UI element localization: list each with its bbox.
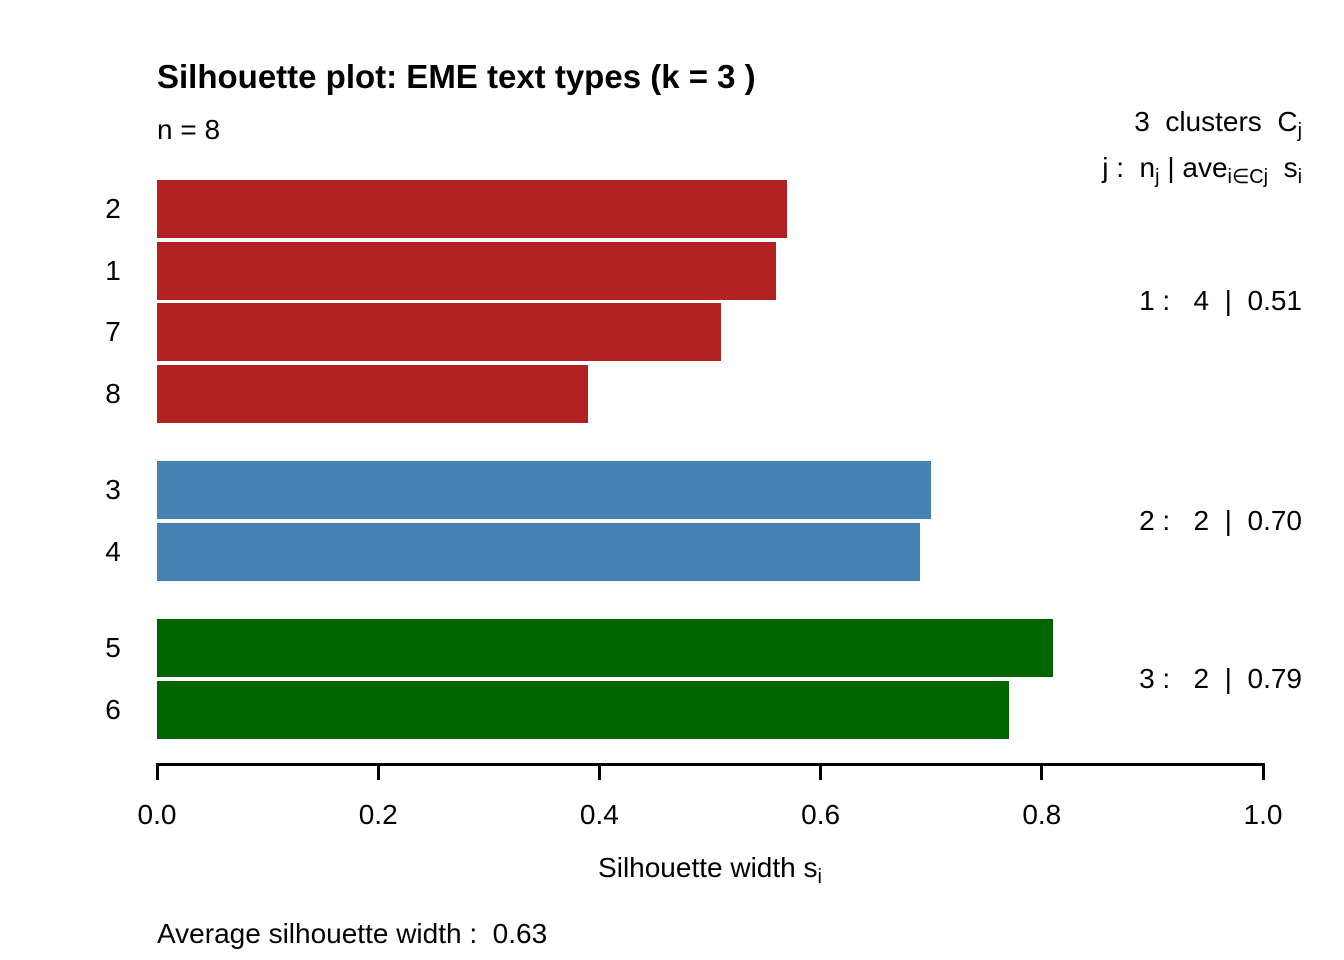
legend-formula-part: | ave	[1159, 152, 1228, 183]
x-axis-tick-label: 0.6	[801, 799, 841, 830]
x-axis-tick	[155, 763, 159, 780]
x-axis-line	[156, 763, 1265, 766]
legend-header-line2: j : nj | avei∈Cj si	[1102, 152, 1302, 187]
x-axis-tick-label: 0.8	[1022, 799, 1062, 830]
silhouette-bar-obs-2	[157, 180, 788, 238]
cluster-summary-row-3: 3 : 2 | 0.79	[1139, 662, 1302, 694]
silhouette-bar-obs-5	[157, 619, 1053, 677]
legend-formula-subscript: i	[1297, 165, 1302, 188]
observation-label: 2	[105, 193, 121, 224]
observation-label: 5	[105, 632, 121, 663]
observation-label: 7	[105, 316, 121, 347]
n-count-label: n = 8	[157, 114, 221, 145]
plot-area: 2 1 7 8 3 4 5 6	[105, 180, 1263, 739]
legend-formula-part: j : n	[1102, 152, 1156, 183]
x-axis-tick	[1261, 763, 1265, 780]
x-axis-tick-label: 0.4	[579, 799, 619, 830]
silhouette-bar-obs-8	[157, 364, 589, 423]
legend-c-subscript: j	[1297, 119, 1302, 142]
silhouette-bar-obs-4	[157, 522, 921, 581]
x-axis-tick	[819, 763, 823, 780]
legend-formula-part: s	[1268, 152, 1298, 183]
x-axis-tick-label: 1.0	[1243, 799, 1283, 830]
observation-label: 3	[105, 474, 121, 505]
x-axis-tick-label: 0.2	[358, 799, 398, 830]
x-axis: 0.0 0.2 0.4 0.6 0.8 1.0	[138, 763, 1282, 843]
average-silhouette-width-label: Average silhouette width : 0.63	[157, 918, 548, 949]
silhouette-bar-obs-6	[157, 680, 1009, 739]
cluster-summary-row-2: 2 : 2 | 0.70	[1139, 504, 1302, 536]
legend-header-line1: 3 clusters Cj	[1134, 106, 1302, 141]
silhouette-bar-obs-7	[157, 303, 722, 361]
silhouette-bar-obs-3	[157, 461, 932, 519]
silhouette-bar-obs-1	[157, 241, 777, 300]
x-axis-tick-label: 0.0	[137, 799, 177, 830]
observation-label: 1	[105, 254, 121, 286]
observation-label: 6	[105, 693, 121, 725]
legend-clusters-text: 3 clusters C	[1134, 106, 1298, 137]
x-axis-tick	[1040, 763, 1044, 780]
x-axis-title-subscript: i	[817, 865, 822, 888]
cluster-summary-row-1: 1 : 4 | 0.51	[1139, 285, 1302, 317]
legend-formula-subscript: i∈Cj	[1227, 165, 1269, 188]
x-axis-title: Silhouette width si	[157, 852, 1263, 887]
x-axis-title-text: Silhouette width s	[598, 852, 818, 883]
observation-label: 4	[105, 535, 121, 567]
x-axis-tick	[376, 763, 380, 780]
plot-title: Silhouette plot: EME text types (k = 3 )	[157, 58, 756, 95]
x-axis-tick	[597, 763, 601, 780]
legend-formula-subscript: j	[1155, 165, 1160, 188]
observation-label: 8	[105, 377, 121, 409]
